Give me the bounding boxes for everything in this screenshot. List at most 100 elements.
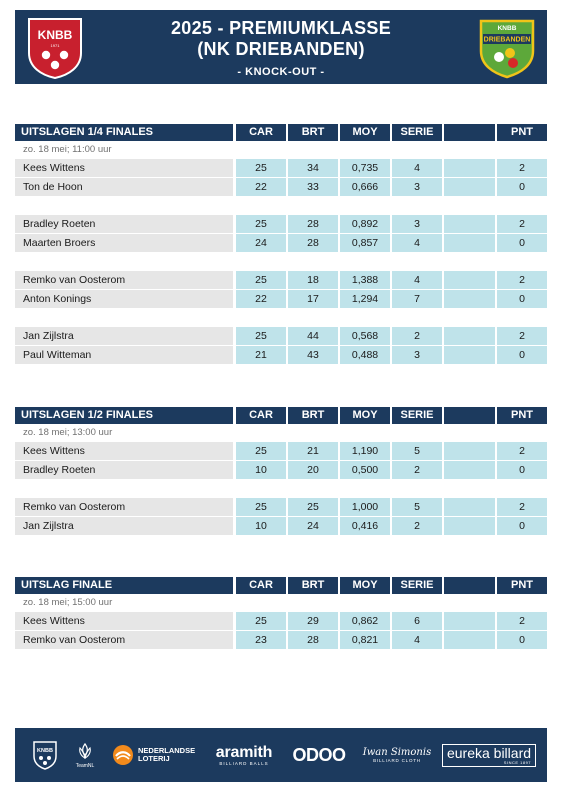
extra-value	[444, 159, 495, 177]
moy-value: 0,862	[340, 612, 390, 630]
col-header-brt: BRT	[288, 124, 338, 141]
player-name: Kees Wittens	[15, 612, 233, 630]
moy-value: 0,666	[340, 178, 390, 196]
table-row: Jan Zijlstra 25 44 0,568 2 2	[15, 327, 547, 345]
col-header-serie: SERIE	[392, 124, 442, 141]
extra-value	[444, 215, 495, 233]
section-title: UITSLAGEN 1/2 FINALES	[15, 407, 233, 424]
col-header-moy: MOY	[340, 124, 390, 141]
table-row: Maarten Broers 24 28 0,857 4 0	[15, 234, 547, 252]
pnt-value: 0	[497, 461, 547, 479]
teamnl-icon: TeamNL	[67, 728, 103, 782]
moy-value: 0,821	[340, 631, 390, 649]
extra-value	[444, 612, 495, 630]
knbb-logo-text: KNBB	[38, 28, 73, 42]
pnt-value: 0	[497, 234, 547, 252]
car-value: 22	[236, 290, 286, 308]
serie-value: 4	[392, 271, 442, 289]
col-header-car: CAR	[236, 407, 286, 424]
match-date: zo. 18 mei; 11:00 uur	[23, 144, 112, 155]
page-subtitle: - KNOCK-OUT -	[237, 66, 325, 78]
brt-value: 18	[288, 271, 338, 289]
pnt-value: 0	[497, 290, 547, 308]
extra-value	[444, 498, 495, 516]
player-name: Paul Witteman	[15, 346, 233, 364]
section-semi-finals: UITSLAGEN 1/2 FINALES CAR BRT MOY SERIE …	[15, 407, 547, 536]
serie-value: 3	[392, 215, 442, 233]
serie-value: 4	[392, 234, 442, 252]
car-value: 25	[236, 327, 286, 345]
pnt-value: 2	[497, 442, 547, 460]
sponsor-loterij-text: NEDERLANDSE LOTERIJ	[138, 746, 196, 763]
brt-value: 28	[288, 631, 338, 649]
match-date: zo. 18 mei; 15:00 uur	[23, 597, 113, 608]
table-row: Bradley Roeten 25 28 0,892 3 2	[15, 215, 547, 233]
moy-value: 0,500	[340, 461, 390, 479]
player-name: Remko van Oosterom	[15, 498, 233, 516]
player-name: Kees Wittens	[15, 442, 233, 460]
col-header-pnt: PNT	[497, 407, 547, 424]
extra-value	[444, 327, 495, 345]
sponsor-footer: KNBB TeamNL NEDERLANDSE LOTERIJ aramith …	[15, 728, 547, 782]
pnt-value: 2	[497, 612, 547, 630]
brt-value: 17	[288, 290, 338, 308]
col-header-brt: BRT	[288, 407, 338, 424]
moy-value: 1,294	[340, 290, 390, 308]
extra-value	[444, 290, 495, 308]
player-name: Kees Wittens	[15, 159, 233, 177]
player-name: Bradley Roeten	[15, 461, 233, 479]
col-header-extra	[444, 124, 495, 141]
extra-value	[444, 178, 495, 196]
pnt-value: 0	[497, 346, 547, 364]
col-header-moy: MOY	[340, 407, 390, 424]
extra-value	[444, 461, 495, 479]
car-value: 25	[236, 498, 286, 516]
moy-value: 0,488	[340, 346, 390, 364]
car-value: 10	[236, 517, 286, 535]
odoo-icon: ODOO	[287, 728, 351, 782]
player-name: Anton Konings	[15, 290, 233, 308]
table-row: Anton Konings 22 17 1,294 7 0	[15, 290, 547, 308]
moy-value: 0,735	[340, 159, 390, 177]
serie-value: 5	[392, 442, 442, 460]
serie-value: 2	[392, 327, 442, 345]
player-name: Jan Zijlstra	[15, 327, 233, 345]
serie-value: 7	[392, 290, 442, 308]
car-value: 23	[236, 631, 286, 649]
serie-value: 2	[392, 461, 442, 479]
knbb-logo-year: 1971	[51, 43, 61, 48]
table-header: UITSLAG FINALE CAR BRT MOY SERIE PNT	[15, 577, 547, 594]
brt-value: 28	[288, 215, 338, 233]
aramith-icon: aramith BILLIARD BALLS	[203, 728, 285, 782]
col-header-pnt: PNT	[497, 577, 547, 594]
sponsor-aramith-sub: BILLIARD BALLS	[219, 760, 269, 766]
section-title: UITSLAGEN 1/4 FINALES	[15, 124, 233, 141]
table-row: Remko van Oosterom 23 28 0,821 4 0	[15, 631, 547, 649]
loterij-icon: NEDERLANDSE LOTERIJ	[107, 728, 203, 782]
car-value: 21	[236, 346, 286, 364]
simonis-icon: Iwan Simonis BILLIARD CLOTH	[359, 728, 435, 782]
extra-value	[444, 346, 495, 364]
table-row: Kees Wittens 25 21 1,190 5 2	[15, 442, 547, 460]
table-row: Ton de Hoon 22 33 0,666 3 0	[15, 178, 547, 196]
sponsor-eureka-sub: SINCE 1897	[503, 759, 532, 765]
brt-value: 20	[288, 461, 338, 479]
player-name: Maarten Broers	[15, 234, 233, 252]
extra-value	[444, 234, 495, 252]
col-header-extra	[444, 577, 495, 594]
knbb-logo-icon: KNBB 1971	[28, 18, 82, 79]
page-header: KNBB 1971 2025 - PREMIUMKLASSE (NK DRIEB…	[15, 10, 547, 84]
player-name: Remko van Oosterom	[15, 271, 233, 289]
driebanden-logo-icon: KNBB DRIEBANDEN	[479, 19, 535, 79]
serie-value: 3	[392, 178, 442, 196]
brt-value: 21	[288, 442, 338, 460]
extra-value	[444, 631, 495, 649]
serie-value: 5	[392, 498, 442, 516]
table-header: UITSLAGEN 1/2 FINALES CAR BRT MOY SERIE …	[15, 407, 547, 424]
car-value: 25	[236, 159, 286, 177]
player-name: Remko van Oosterom	[15, 631, 233, 649]
brt-value: 24	[288, 517, 338, 535]
page-title-line2: (NK DRIEBANDEN)	[197, 39, 365, 59]
sponsor-eureka-text: eureka billard	[446, 744, 532, 761]
pnt-value: 2	[497, 327, 547, 345]
